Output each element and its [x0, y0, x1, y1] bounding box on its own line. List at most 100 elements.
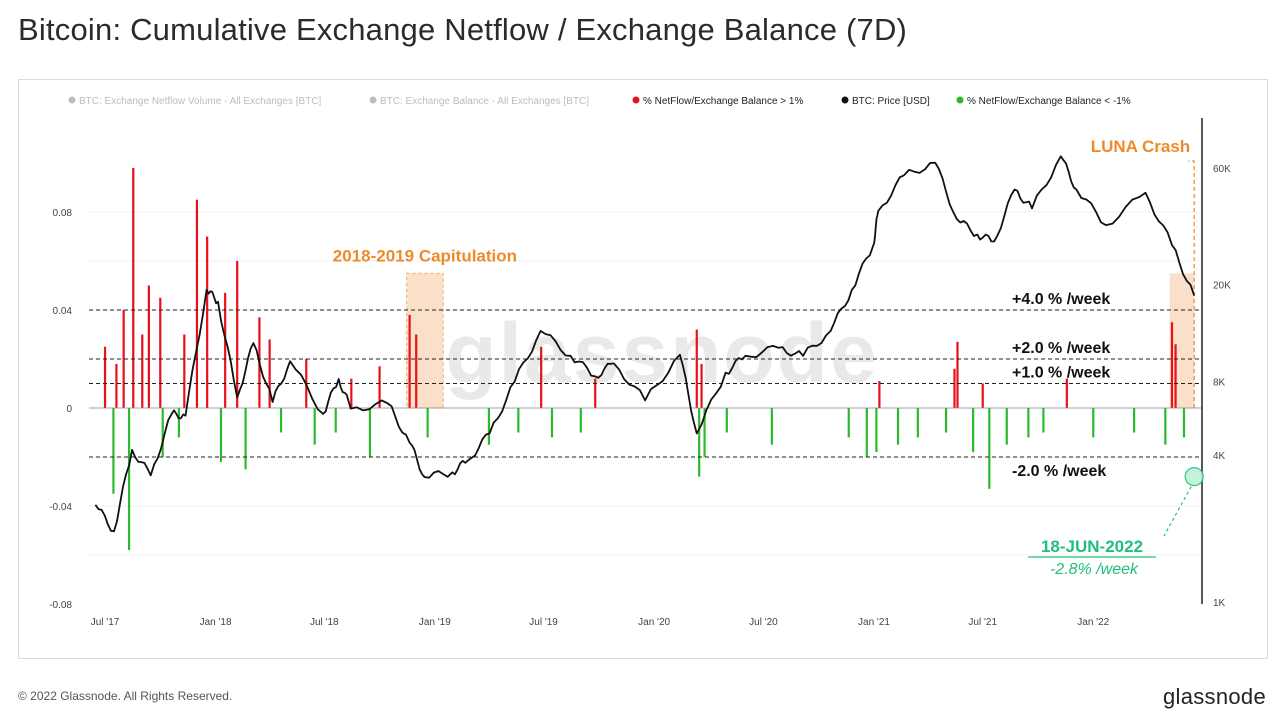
copyright-text: © 2022 Glassnode. All Rights Reserved.: [18, 689, 233, 703]
reference-line-label: +1.0 % /week: [1012, 365, 1110, 382]
red-netflow-bar: [408, 314, 411, 408]
green-netflow-bar: [988, 408, 991, 489]
green-netflow-bar: [279, 408, 283, 433]
red-netflow-bar: [147, 285, 150, 408]
x-tick-label: Jul '18: [310, 617, 339, 628]
annotation-leader: [1163, 486, 1192, 537]
green-netflow-bar: [368, 408, 372, 457]
red-netflow-bar: [206, 236, 209, 408]
green-netflow-bar: [896, 408, 900, 445]
red-netflow-bar: [122, 310, 125, 408]
green-netflow-bar: [703, 408, 706, 457]
green-netflow-bar: [313, 408, 316, 445]
reference-line-label: +4.0 % /week: [1012, 291, 1110, 308]
red-netflow-bar: [594, 378, 597, 408]
green-netflow-bar: [1182, 408, 1186, 438]
reference-lines: +4.0 % /week +2.0 % /week +1.0 % /week -2.0…: [89, 291, 1201, 480]
green-netflow-bar: [770, 408, 773, 445]
red-netflow-bar: [540, 346, 543, 408]
red-netflow-bar: [159, 297, 162, 408]
y-right-tick-label: 60K: [1213, 164, 1231, 175]
green-netflow-bar: [177, 408, 181, 438]
red-netflow-bar: [115, 363, 118, 408]
x-tick-label: Jul '21: [968, 617, 997, 628]
legend-marker: [369, 96, 377, 104]
green-netflow-bar: [550, 408, 554, 438]
y-left-tick-label: 0.04: [53, 306, 73, 317]
green-netflow-bar: [1042, 408, 1045, 433]
red-netflow-bar: [195, 199, 199, 408]
green-netflow-bar: [972, 408, 975, 453]
legend-label: BTC: Exchange Balance - All Exchanges [B…: [380, 96, 589, 107]
x-tick-label: Jul '17: [91, 617, 120, 628]
capitulation-label: 2018-2019 Capitulation: [333, 246, 517, 265]
x-tick-label: Jan '20: [638, 617, 670, 628]
legend-marker: [68, 96, 76, 104]
chart-frame: BTC: Exchange Netflow Volume - All Excha…: [18, 79, 1268, 659]
y-left-tick-label: -0.04: [49, 502, 72, 513]
highlight-regions: 2018-2019 Capitulation LUNA Crash: [333, 137, 1195, 409]
red-netflow-bar: [268, 339, 271, 408]
green-netflow-bar: [161, 408, 164, 457]
green-netflow-bar: [112, 408, 115, 494]
red-netflow-bar: [700, 363, 703, 408]
brand-logo-text: glassnode: [1163, 684, 1266, 709]
chart-svg: BTC: Exchange Netflow Volume - All Excha…: [49, 96, 1231, 628]
green-netflow-bar: [1164, 408, 1167, 445]
luna-bracket: [1188, 160, 1195, 408]
legend-marker: [632, 96, 640, 104]
green-netflow-bar: [579, 408, 582, 433]
x-tick-label: Jan '18: [200, 617, 232, 628]
green-netflow-bar: [334, 408, 337, 433]
red-netflow-bar: [1065, 378, 1068, 408]
price-line: [94, 155, 1196, 533]
legend-marker: [956, 96, 964, 104]
red-netflow-bar: [141, 334, 144, 408]
green-netflow-bar: [219, 408, 223, 462]
green-netflow-bar: [875, 408, 878, 453]
luna-label: LUNA Crash: [1091, 137, 1191, 156]
red-netflow-bar: [1170, 322, 1174, 408]
reference-line-label: -2.0 % /week: [1012, 463, 1106, 480]
y-right-tick-label: 1K: [1213, 598, 1226, 609]
y-right-tick-label: 8K: [1213, 378, 1226, 389]
green-netflow-bar: [1092, 408, 1095, 438]
netflow-bars: [89, 167, 1201, 551]
annotation-point: [1184, 467, 1204, 487]
red-netflow-bar: [183, 334, 186, 408]
green-netflow-bar: [487, 408, 491, 445]
x-tick-label: Jan '22: [1077, 617, 1109, 628]
green-netflow-bar: [916, 408, 919, 438]
legend-marker: [841, 96, 849, 104]
y-left-tick-label: 0: [66, 404, 72, 415]
red-netflow-bar: [953, 368, 956, 408]
annotation-value: -2.8% /week: [1050, 561, 1139, 578]
red-netflow-bar: [415, 334, 418, 408]
legend-label: BTC: Price [USD]: [852, 96, 930, 107]
y-right-tick-label: 20K: [1213, 280, 1231, 291]
red-netflow-bar: [350, 378, 353, 408]
green-netflow-bar: [1027, 408, 1030, 438]
luna-region: [1169, 273, 1195, 408]
red-netflow-bar: [224, 292, 227, 408]
red-netflow-bar: [878, 381, 881, 408]
red-netflow-bar: [695, 329, 698, 408]
legend-label: BTC: Exchange Netflow Volume - All Excha…: [79, 96, 322, 107]
green-netflow-bar: [847, 408, 850, 438]
y-left-tick-label: -0.08: [49, 600, 72, 611]
red-netflow-bar: [1174, 344, 1177, 408]
axes: Jul '17 Jan '18 Jul '18 Jan '19 Jul '19 Jan '…: [49, 118, 1231, 628]
red-netflow-bar: [378, 366, 381, 408]
legend-label: % NetFlow/Exchange Balance > 1%: [643, 96, 803, 107]
green-netflow-bar: [698, 408, 701, 477]
x-tick-label: Jan '19: [419, 617, 451, 628]
green-netflow-bar: [244, 408, 247, 470]
x-tick-label: Jan '21: [858, 617, 890, 628]
red-netflow-bar: [236, 261, 239, 408]
green-netflow-bar: [426, 408, 429, 438]
red-netflow-bar: [132, 167, 135, 408]
green-netflow-bar: [725, 408, 728, 433]
legend: BTC: Exchange Netflow Volume - All Excha…: [68, 96, 1131, 107]
annotation-date: 18-JUN-2022: [1041, 537, 1143, 556]
red-netflow-bar: [956, 341, 959, 408]
